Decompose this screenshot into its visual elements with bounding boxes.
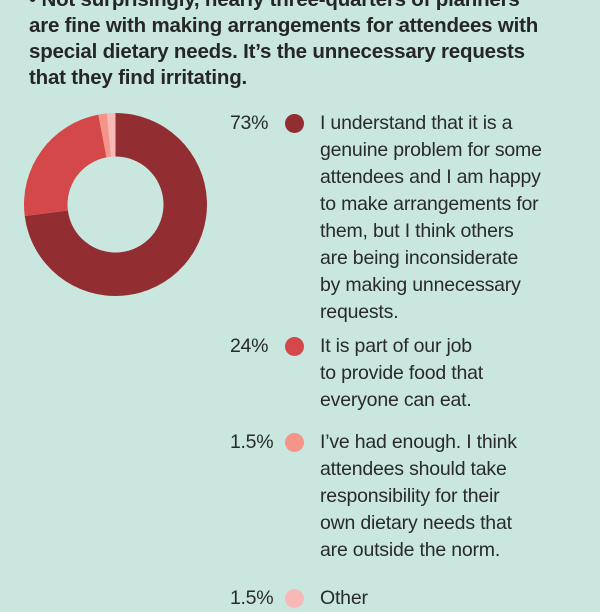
legend-label: Other [320, 585, 595, 612]
legend-label-line: attendees and I am happy [320, 166, 541, 188]
legend-label-line: I understand that it is a [320, 112, 513, 134]
legend-label-line: requests. [320, 301, 399, 323]
legend-label-line: attendees should take [320, 458, 507, 480]
donut-slice-2 [98, 113, 111, 158]
legend-percent: 73% [230, 112, 269, 134]
legend-label-line: are being inconsiderate [320, 247, 519, 269]
donut-slice-1 [24, 114, 107, 216]
legend-label: It is part of our job to provide food th… [320, 333, 595, 414]
legend-label-line: them, but I think others [320, 220, 514, 242]
heading: • Not surprisingly, nearly three-quarter… [29, 0, 589, 91]
legend-label-line: Other [320, 587, 368, 609]
heading-line: are fine with making arrangements for at… [29, 14, 539, 37]
legend-label-line: It is part of our job [320, 335, 472, 357]
legend-label: I’ve had enough. I think attendees shoul… [320, 429, 595, 564]
legend-label: I understand that it is a genuine proble… [320, 110, 595, 326]
legend-percent: 24% [230, 335, 269, 357]
legend-dot-icon [285, 114, 304, 133]
legend-percent: 1.5% [230, 587, 274, 609]
donut-slice-0 [24, 113, 208, 296]
legend-dot-icon [285, 433, 304, 452]
heading-line: special dietary needs. It’s the unnecess… [29, 40, 525, 63]
legend-label-line: by making unnecessary [320, 274, 521, 296]
legend-label-line: genuine problem for some [320, 139, 542, 161]
legend-label-line: to make arrangements for [320, 193, 539, 215]
donut-slice-3 [106, 113, 116, 157]
legend-label-line: are outside the norm. [320, 539, 501, 561]
heading-line: • Not surprisingly, nearly three-quarter… [29, 0, 589, 13]
legend-dot-icon [285, 589, 304, 608]
donut-chart [24, 113, 208, 296]
legend-label-line: everyone can eat. [320, 389, 472, 411]
legend-percent: 1.5% [230, 431, 274, 453]
legend-dot-icon [285, 337, 304, 356]
legend-label-line: I’ve had enough. I think [320, 431, 517, 453]
heading-line: that they find irritating. [29, 66, 248, 89]
legend-label-line: to provide food that [320, 362, 483, 384]
legend-label-line: responsibility for their [320, 485, 500, 507]
legend-label-line: own dietary needs that [320, 512, 512, 534]
